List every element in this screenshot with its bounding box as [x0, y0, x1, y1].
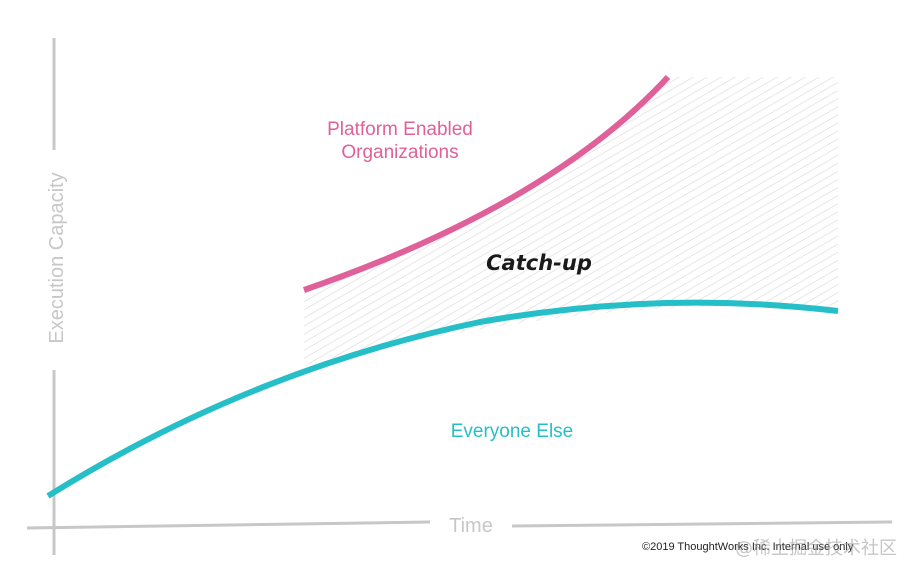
x-axis-right	[511, 520, 893, 528]
watermark: @稀土掘金技术社区	[735, 538, 897, 559]
platform-enabled-label-line-1: Platform Enabled	[327, 119, 473, 140]
copyright-notice: ©2019 ThoughtWorks Inc. Internal use onl…	[642, 541, 854, 553]
x-axis-left	[26, 520, 431, 530]
platform-enabled-curve	[303, 74, 671, 293]
x-axis-label: Time	[449, 515, 493, 537]
y-axis-label: Execution Capacity	[46, 172, 68, 343]
catch-up-label: Catch-up	[486, 251, 592, 275]
catch-up-hatched-area	[304, 77, 838, 365]
everyone-else-curve	[46, 299, 839, 499]
platform-enabled-label-line-2: Organizations	[341, 142, 458, 163]
everyone-else-label: Everyone Else	[451, 421, 574, 442]
